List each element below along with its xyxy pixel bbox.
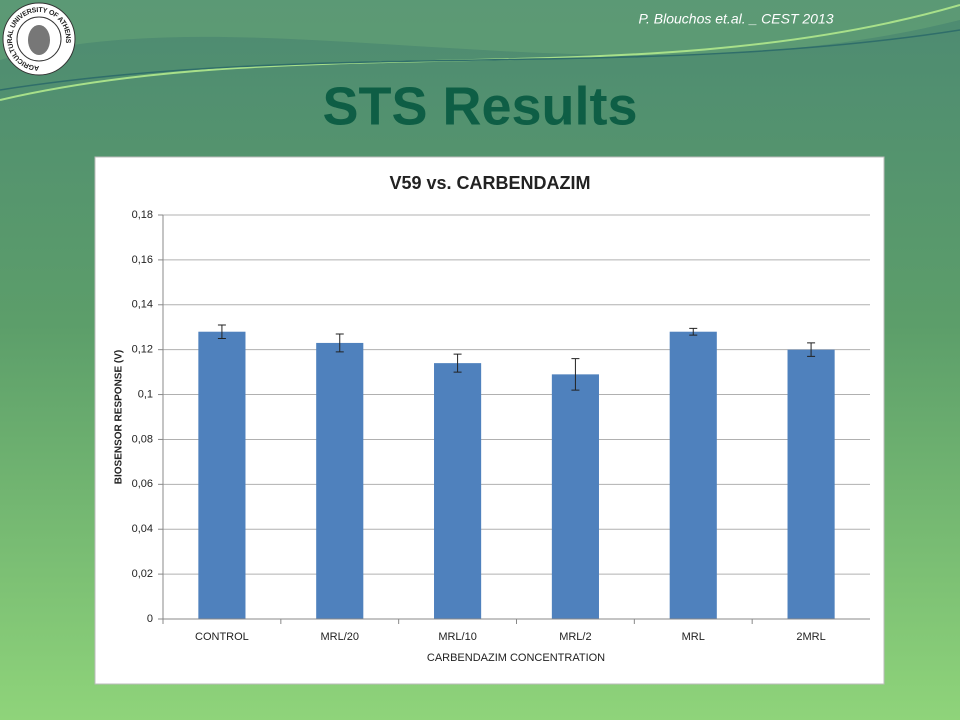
error-bar	[335, 333, 344, 353]
y-tick-label: 0	[147, 613, 153, 625]
y-tick-label: 0,06	[132, 478, 153, 490]
bar	[551, 374, 599, 619]
x-axis-label: CARBENDAZIM CONCENTRATION	[427, 652, 605, 664]
error-bar	[689, 327, 698, 336]
bar	[669, 331, 717, 619]
bar	[198, 331, 246, 619]
x-tick-label: MRL	[682, 631, 705, 643]
error-bar	[807, 342, 816, 357]
error-bar	[217, 324, 226, 339]
swoosh-line	[0, 29, 960, 91]
slide-title: STS Results	[322, 76, 637, 136]
error-bar	[571, 358, 580, 391]
y-tick-label: 0,16	[132, 254, 153, 266]
x-tick-label: MRL/20	[320, 631, 359, 643]
x-tick-label: MRL/10	[438, 631, 477, 643]
author-note: P. Blouchos et.al. _ CEST 2013	[638, 11, 833, 27]
y-axis-label: BIOSENSOR RESPONSE (V)	[114, 350, 125, 484]
chart-title: V59 vs. CARBENDAZIM	[389, 173, 590, 193]
y-tick-label: 0,02	[132, 568, 153, 580]
y-tick-label: 0,1	[138, 388, 153, 400]
y-tick-label: 0,14	[132, 299, 153, 311]
x-tick-label: MRL/2	[559, 631, 591, 643]
plot: 0 0,02 0,04 0,06 0,08 0,1 0,12 0,14 0,16 0,18 CONT…	[132, 209, 870, 643]
y-tick-label: 0,12	[132, 344, 153, 356]
x-tick-label: CONTROL	[195, 631, 249, 643]
bar	[316, 342, 364, 619]
swoosh	[0, 0, 960, 60]
logo: AGRICULTURAL UNIVERSITY OF ATHENS	[2, 2, 76, 76]
x-tick-label: 2MRL	[796, 631, 825, 643]
bar	[434, 363, 482, 619]
y-tick-label: 0,18	[132, 209, 153, 221]
y-tick-label: 0,04	[132, 523, 153, 535]
bar	[787, 349, 835, 619]
error-bar	[453, 353, 462, 373]
y-tick-label: 0,08	[132, 433, 153, 445]
